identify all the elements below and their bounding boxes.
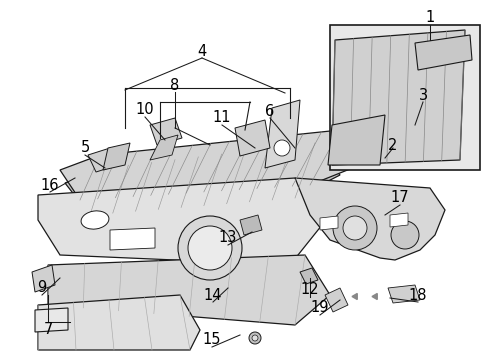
Circle shape bbox=[332, 206, 376, 250]
Polygon shape bbox=[319, 216, 337, 230]
Text: 2: 2 bbox=[387, 138, 397, 153]
Text: 19: 19 bbox=[310, 301, 328, 315]
Polygon shape bbox=[48, 255, 329, 325]
Polygon shape bbox=[150, 118, 182, 145]
Polygon shape bbox=[88, 148, 118, 172]
Text: 4: 4 bbox=[197, 45, 206, 59]
Polygon shape bbox=[294, 178, 444, 260]
Polygon shape bbox=[65, 143, 339, 215]
Text: 15: 15 bbox=[203, 333, 221, 347]
Text: 7: 7 bbox=[43, 323, 53, 338]
Polygon shape bbox=[325, 288, 347, 312]
Text: 17: 17 bbox=[390, 190, 408, 206]
Circle shape bbox=[342, 216, 366, 240]
Polygon shape bbox=[35, 308, 68, 332]
Text: 6: 6 bbox=[265, 104, 274, 120]
Text: 12: 12 bbox=[300, 283, 319, 297]
Text: 10: 10 bbox=[135, 103, 154, 117]
Ellipse shape bbox=[81, 211, 109, 229]
Circle shape bbox=[178, 216, 242, 280]
Polygon shape bbox=[150, 135, 178, 160]
Polygon shape bbox=[387, 285, 419, 303]
Polygon shape bbox=[240, 215, 262, 235]
Text: 11: 11 bbox=[212, 111, 231, 126]
Polygon shape bbox=[414, 35, 471, 70]
Text: 14: 14 bbox=[203, 288, 222, 302]
Text: 3: 3 bbox=[418, 87, 427, 103]
Polygon shape bbox=[38, 295, 200, 350]
Text: 18: 18 bbox=[408, 288, 427, 302]
Text: 13: 13 bbox=[218, 230, 237, 246]
Polygon shape bbox=[38, 178, 329, 265]
Text: 9: 9 bbox=[37, 280, 46, 296]
Circle shape bbox=[248, 332, 261, 344]
Polygon shape bbox=[60, 130, 359, 200]
Circle shape bbox=[273, 140, 289, 156]
Polygon shape bbox=[235, 120, 269, 156]
Polygon shape bbox=[327, 115, 384, 165]
Polygon shape bbox=[331, 30, 464, 165]
Bar bbox=[329, 25, 479, 170]
Polygon shape bbox=[103, 143, 130, 170]
Polygon shape bbox=[389, 213, 407, 227]
Polygon shape bbox=[110, 228, 155, 250]
Circle shape bbox=[187, 226, 231, 270]
Polygon shape bbox=[264, 100, 299, 168]
Polygon shape bbox=[32, 265, 55, 292]
Circle shape bbox=[251, 335, 258, 341]
Text: 5: 5 bbox=[80, 140, 89, 156]
Text: 8: 8 bbox=[170, 77, 179, 93]
Text: 16: 16 bbox=[41, 177, 59, 193]
Text: 1: 1 bbox=[425, 10, 434, 26]
Polygon shape bbox=[299, 268, 317, 284]
Circle shape bbox=[390, 221, 418, 249]
